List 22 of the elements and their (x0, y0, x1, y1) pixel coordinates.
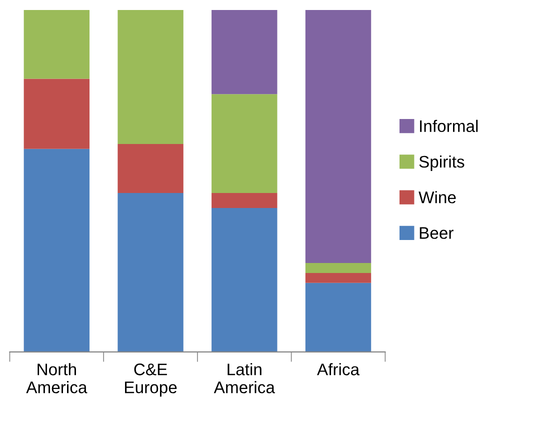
bar (24, 10, 90, 79)
bar (118, 10, 184, 144)
bar (212, 192, 278, 208)
legend-label: Beer (420, 227, 454, 239)
bar (305, 282, 372, 352)
x-tick-label: C&E Europe (125, 364, 177, 397)
x-tick-label: Africa (316, 363, 360, 376)
bar (118, 192, 184, 352)
legend-label: Informal (420, 120, 478, 132)
x-tick-label: Latin America (214, 363, 275, 394)
bar (24, 78, 90, 149)
x-tick-label: North America (26, 363, 88, 394)
bar (212, 208, 278, 352)
bar (305, 272, 372, 283)
bar (24, 148, 90, 352)
legend-label: Spirits (419, 155, 464, 171)
bar (305, 263, 372, 273)
bar (305, 10, 372, 264)
legend-label: Wine (418, 191, 456, 204)
bar (212, 10, 278, 94)
bar (212, 94, 278, 193)
bar (118, 144, 184, 193)
